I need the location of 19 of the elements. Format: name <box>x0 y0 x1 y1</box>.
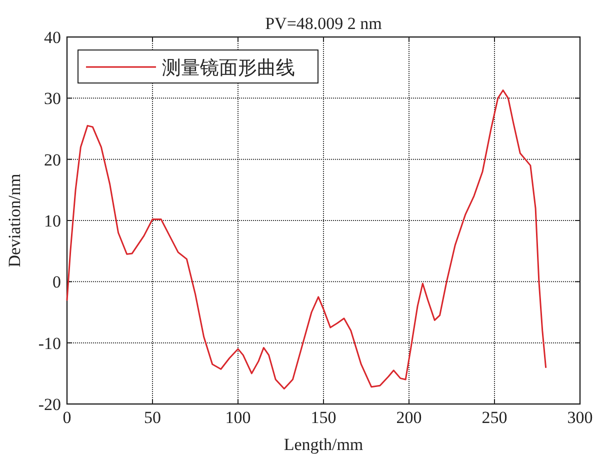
y-tick-label: 20 <box>44 150 61 170</box>
x-tick-label: 50 <box>144 408 161 427</box>
y-tick-label: 0 <box>52 272 61 292</box>
x-tick-label: 150 <box>310 408 336 427</box>
x-axis-title: Length/mm <box>284 435 364 454</box>
legend: 测量镜面形曲线 <box>78 50 318 84</box>
y-axis-title: Deviation/nm <box>5 174 24 268</box>
x-tick-label: 250 <box>482 408 508 427</box>
legend-label: 测量镜面形曲线 <box>162 58 295 79</box>
x-tick-label: 100 <box>225 408 251 427</box>
y-tick-label: -10 <box>38 334 61 353</box>
y-tick-label: 40 <box>44 28 61 47</box>
chart-title: PV=48.009 2 nm <box>265 14 382 33</box>
y-tick-label: -20 <box>38 395 61 414</box>
line-series <box>66 89 547 390</box>
y-tick-label: 10 <box>44 212 61 230</box>
y-tick-label: 30 <box>44 89 61 108</box>
x-tick-label: 200 <box>396 408 422 427</box>
x-tick-label: 300 <box>567 408 593 427</box>
